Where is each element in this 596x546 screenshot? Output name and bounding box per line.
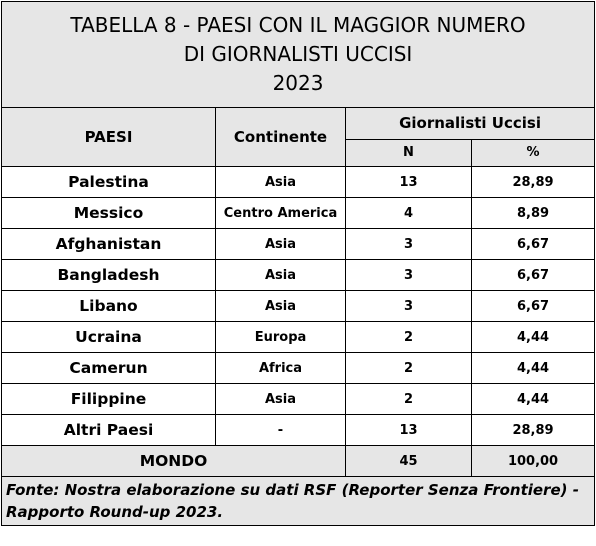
table-title: TABELLA 8 - PAESI CON IL MAGGIOR NUMERO … [0,1,596,108]
percent-cell: 4,44 [470,352,596,384]
percent-cell: 28,89 [470,166,596,198]
table-row: Messico Centro America 4 8,89 [1,197,596,229]
table-row: Bangladesh Asia 3 6,67 [1,259,596,291]
percent-cell: 8,89 [470,197,596,229]
continent-cell: Asia [215,228,346,260]
continent-cell: Asia [215,290,346,322]
header-pct: % [470,138,596,168]
count-cell: 3 [345,290,472,322]
count-cell: 13 [345,166,472,198]
continent-cell: Europa [215,321,346,353]
table-row: Ucraina Europa 2 4,44 [1,321,596,353]
journalists-table: TABELLA 8 - PAESI CON IL MAGGIOR NUMERO … [0,1,596,526]
count-cell: 3 [345,259,472,291]
country-cell: Messico [1,197,216,229]
country-cell: Bangladesh [1,259,216,291]
table-row: Camerun Africa 2 4,44 [1,352,596,384]
table-row: Altri Paesi -13 28,89 [1,414,596,446]
total-label: MONDO [1,445,346,477]
header-paesi: PAESI [1,107,216,167]
table-row: Afghanistan Asia 3 6,67 [1,228,596,260]
percent-cell: 4,44 [470,321,596,353]
continent-cell: Asia [215,383,346,415]
country-cell: Libano [1,290,216,322]
continent-cell: Africa [215,352,346,384]
header-continente: Continente [215,107,346,167]
count-cell: 2 [345,321,472,353]
source-note: Fonte: Nostra elaborazione su dati RSF (… [0,476,596,526]
percent-cell: 6,67 [470,290,596,322]
total-row: MONDO 45 100,00 [1,445,596,477]
country-cell: Camerun [1,352,216,384]
header-n: N [345,138,472,168]
percent-cell: 4,44 [470,383,596,415]
title-line-2: DI GIORNALISTI UCCISI [183,42,413,66]
continent-cell: Asia [215,166,346,198]
table-row: Libano Asia 3 6,67 [1,290,596,322]
table-row: Palestina Asia 13 28,89 [1,166,596,198]
continent-cell: Centro America [215,197,346,229]
title-line-3: 2023 [272,71,324,95]
percent-cell: 28,89 [470,414,596,446]
count-cell: 4 [345,197,472,229]
percent-cell: 6,67 [470,228,596,260]
title-line-1: TABELLA 8 - PAESI CON IL MAGGIOR NUMERO [70,13,526,37]
table-row: Filippine Asia 2 4,44 [1,383,596,415]
continent-cell: - [215,414,346,446]
count-cell: 3 [345,228,472,260]
count-cell: 13 [345,414,472,446]
total-pct: 100,00 [470,445,596,477]
country-cell: Palestina [1,166,216,198]
country-cell: Ucraina [1,321,216,353]
percent-cell: 6,67 [470,259,596,291]
country-cell: Afghanistan [1,228,216,260]
count-cell: 2 [345,352,472,384]
total-n: 45 [345,445,472,477]
continent-cell: Asia [215,259,346,291]
header-giornalisti-uccisi: Giornalisti Uccisi [344,107,596,140]
country-cell: Filippine [1,383,216,415]
country-cell: Altri Paesi [1,414,216,446]
count-cell: 2 [345,383,472,415]
